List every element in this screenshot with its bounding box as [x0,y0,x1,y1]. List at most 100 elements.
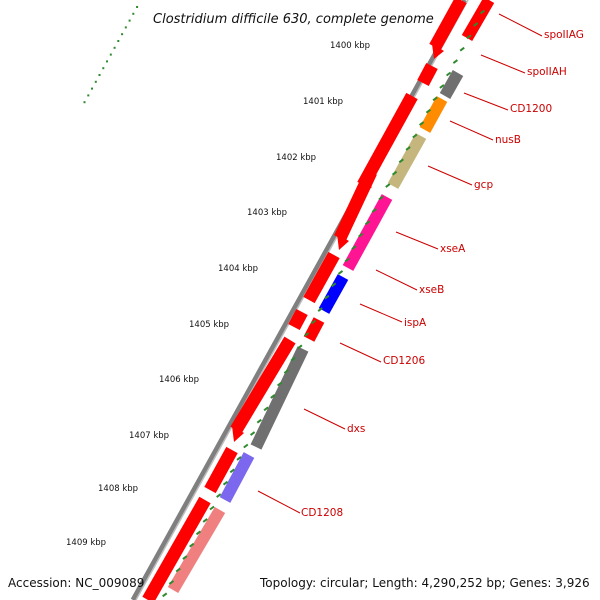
kbp-label: 1402 kbp [276,153,316,163]
cds-arrowhead [232,426,244,442]
kbp-label: 1401 kbp [303,97,343,107]
gene-label: gcp [474,179,493,191]
gene-leader-line [303,408,346,430]
gene-label: spoIIAH [527,66,567,78]
inner-tick-mark [419,121,425,126]
kbp-label: 1400 kbp [330,41,370,51]
inner-tick-mark [229,468,235,474]
gene-leader-line [395,231,439,250]
cds-arrowhead [360,180,372,196]
gene-leader-line [480,54,526,74]
inner-tick-track [162,9,486,598]
outer-tick-mark [128,19,131,22]
kbp-label: 1408 kbp [98,484,138,494]
inner-tick-mark [412,133,418,139]
gene-leader-line [359,303,403,323]
gene-segment [250,346,309,450]
gene-leader-line [257,490,301,514]
inner-tick-mark [364,220,371,226]
inner-tick-mark [304,332,310,337]
inner-tick-mark [189,542,195,548]
outer-tick-mark [83,101,86,104]
outer-tick-mark [132,12,135,15]
gene-segment [419,96,448,133]
gene-segment [461,0,495,42]
cds-arrowhead [432,44,444,59]
gene-segment [387,133,427,189]
inner-tick-mark [256,418,262,424]
kbp-label-track: 1400 kbp 1401 kbp 1402 kbp 1403 kbp 1404 kbp… [66,41,370,548]
outer-tick-mark [94,80,97,83]
kbp-label: 1403 kbp [247,208,287,218]
outer-tick-mark [98,74,101,76]
inner-tick-mark [202,518,208,523]
inner-tick-mark [385,183,391,188]
outer-tick-mark [124,26,127,29]
inner-tick-mark [317,307,323,312]
inner-tick-mark [446,71,452,77]
gene-leader-line [449,120,494,141]
inner-tick-mark [331,282,337,288]
gene-label: ispA [404,317,427,329]
inner-tick-mark [452,59,458,64]
inner-tick-mark [466,34,472,40]
inner-tick-mark [473,22,479,27]
cds-segment [288,308,308,331]
outer-tick-mark [102,67,105,70]
cds-segment [357,92,418,189]
lower-cds-track [167,0,495,594]
gene-segment [318,274,349,314]
inner-tick-mark [277,381,283,387]
genome-title: Clostridium difficile 630, complete geno… [153,12,434,27]
cds-segment [334,169,377,241]
gene-label: xseA [440,243,466,255]
inner-tick-mark [195,530,202,536]
outer-tick-mark [106,60,108,63]
inner-tick-mark [432,96,438,102]
kbp-label: 1405 kbp [189,320,229,330]
gene-leader-line [463,92,509,111]
inner-tick-mark [310,319,316,325]
gene-segment [342,194,393,271]
gene-segment [219,452,255,503]
gene-leader-line [375,269,418,291]
gene-label: CD1206 [383,355,425,367]
gene-label: xseB [419,284,444,296]
cds-segment [303,251,340,304]
inner-tick-mark [479,9,486,15]
gene-segment [167,506,226,594]
inner-tick-mark [358,232,364,238]
inner-tick-mark [324,294,330,300]
inner-tick-mark [283,369,289,374]
kbp-label: 1407 kbp [129,431,169,441]
inner-tick-mark [297,344,303,350]
outer-tick-mark [113,46,116,49]
cds-segment [204,446,238,494]
outer-tick-mark [136,6,139,8]
gene-label: CD1208 [301,507,343,519]
inner-tick-mark [439,84,445,89]
gene-segment [439,70,464,99]
upper-cds-arrowheads [232,44,444,442]
genome-backbone [130,0,468,600]
outer-tick-mark [109,53,112,56]
inner-tick-mark [168,580,174,585]
outer-tick-mark [121,33,124,36]
gene-label-track: spoIIAG spoIIAH CD1200 nusB gcp xseA xseB ispA C… [257,13,584,519]
gene-leader-line [339,342,382,363]
inner-tick-mark [371,208,377,213]
inner-tick-mark [405,146,411,151]
upper-cds-track [142,0,467,600]
outer-tick-mark [87,94,90,97]
gene-label: CD1200 [510,103,552,115]
inner-tick-mark [175,567,181,573]
inner-tick-mark [209,505,215,511]
inner-tick-mark [222,480,229,486]
cds-arrowhead [337,234,349,250]
inner-tick-mark [344,257,350,263]
inner-tick-mark [290,356,296,362]
gene-leader-line [498,13,543,37]
kbp-label: 1404 kbp [218,264,258,274]
inner-tick-mark [236,456,242,461]
